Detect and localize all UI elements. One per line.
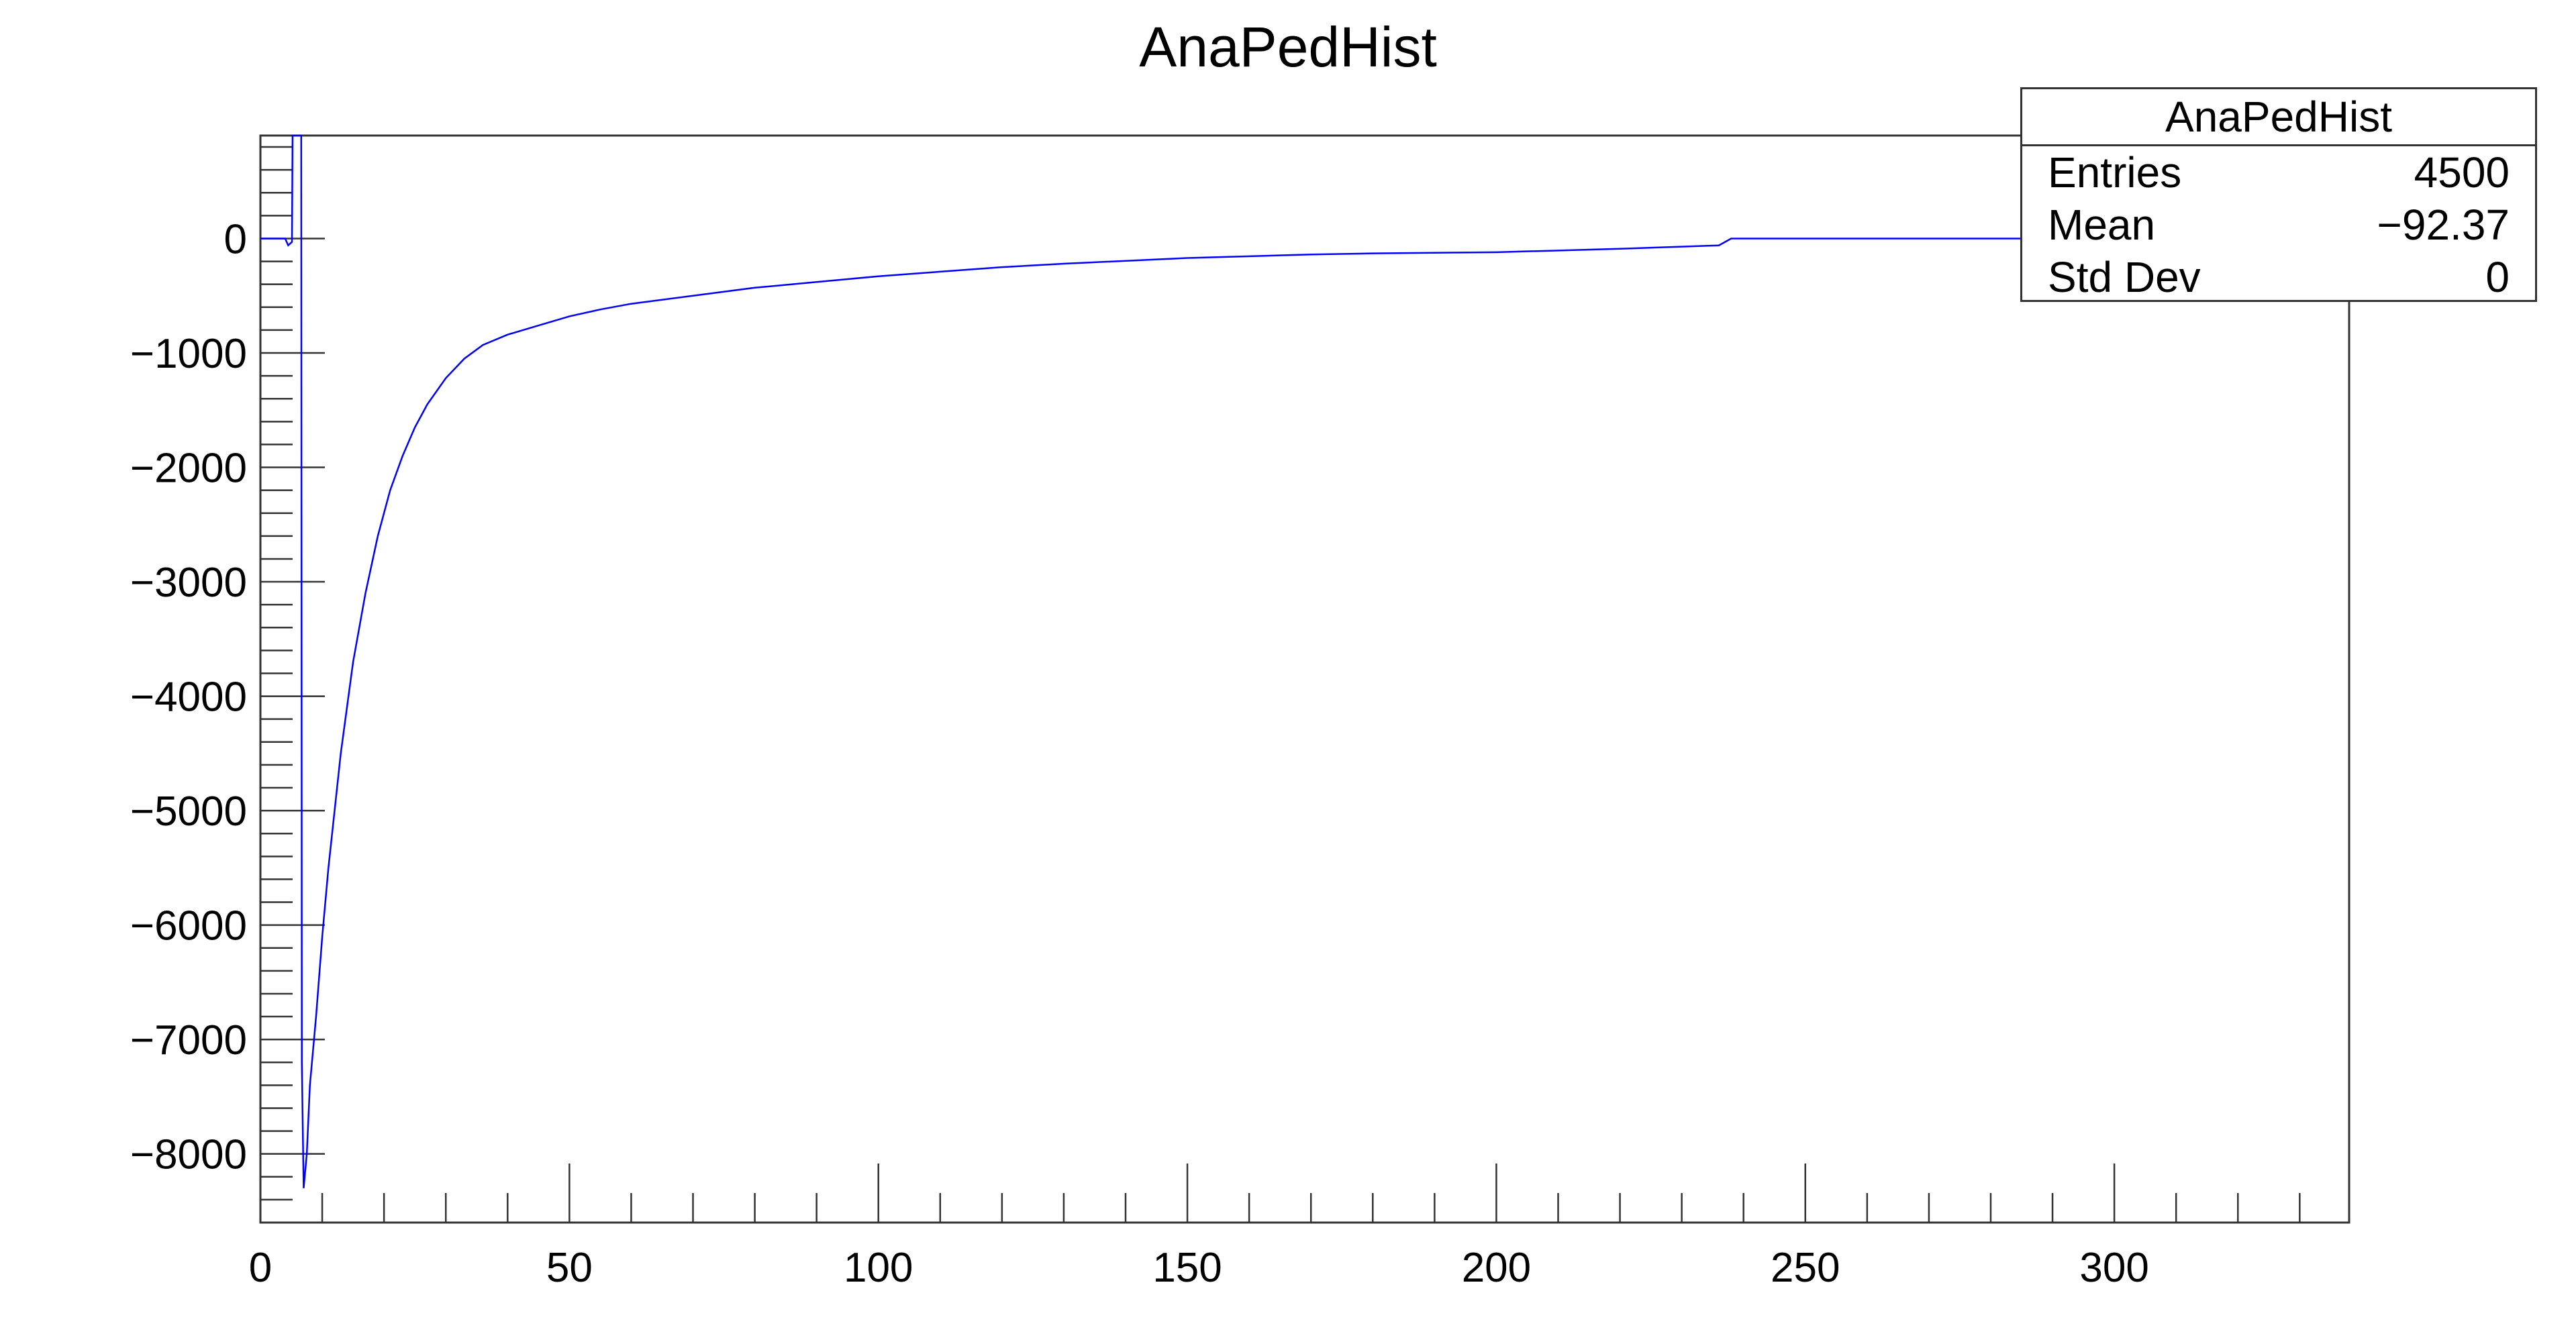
y-tick-label: −2000 xyxy=(130,446,247,492)
stats-value: 0 xyxy=(2485,253,2510,301)
x-tick-label: 150 xyxy=(1152,1245,1222,1291)
y-tick-label: −3000 xyxy=(130,560,247,606)
chart-title: AnaPedHist xyxy=(1139,15,1437,79)
major-ticks xyxy=(259,238,2116,1223)
stats-row-entries: Entries 4500 xyxy=(2022,146,2535,199)
x-tick-label: 250 xyxy=(1771,1245,1840,1291)
plot-frame xyxy=(259,134,2350,1224)
minor-ticks xyxy=(260,146,2301,1223)
y-tick-label: −7000 xyxy=(130,1017,247,1064)
y-tick-label: −5000 xyxy=(130,788,247,835)
series-line xyxy=(260,134,2349,1188)
stats-box: AnaPedHist Entries 4500 Mean −92.37 Std … xyxy=(2020,87,2537,302)
x-tick-label: 200 xyxy=(1462,1245,1531,1291)
stats-row-stddev: Std Dev 0 xyxy=(2022,251,2535,303)
x-tick-label: 300 xyxy=(2079,1245,2148,1291)
stats-value: −92.37 xyxy=(2377,201,2510,249)
y-tick-label: 0 xyxy=(224,216,247,262)
x-tick-label: 0 xyxy=(249,1245,272,1291)
stats-label: Entries xyxy=(2048,148,2182,197)
tick-labels: 0 50 100 150 200 250 300 0 −1000 −2000 −3000 −4000 −… xyxy=(130,216,2149,1291)
stats-label: Mean xyxy=(2048,201,2156,249)
stats-label: Std Dev xyxy=(2048,253,2201,301)
stats-value: 4500 xyxy=(2414,148,2510,197)
stats-title: AnaPedHist xyxy=(2022,89,2535,146)
y-tick-label: −1000 xyxy=(130,331,247,377)
x-tick-label: 100 xyxy=(844,1245,913,1291)
y-tick-label: −4000 xyxy=(130,674,247,721)
y-tick-label: −6000 xyxy=(130,903,247,949)
stats-row-mean: Mean −92.37 xyxy=(2022,199,2535,251)
y-tick-label: −8000 xyxy=(130,1132,247,1178)
x-tick-label: 50 xyxy=(546,1245,593,1291)
